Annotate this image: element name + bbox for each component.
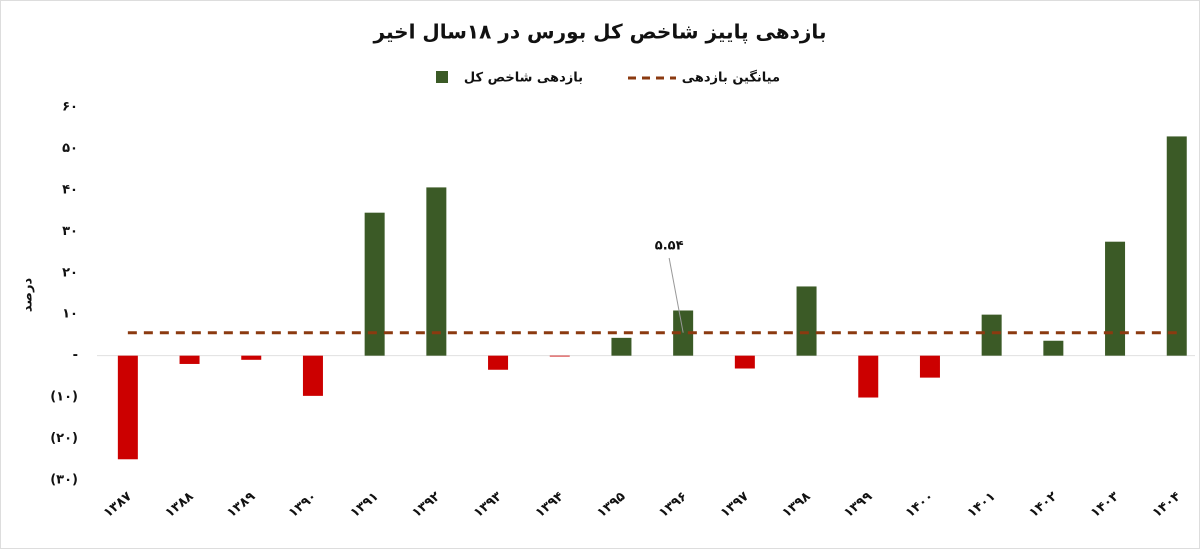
- bar: [981, 314, 1002, 356]
- y-axis-label: درصد: [21, 278, 36, 313]
- bar: [241, 355, 262, 360]
- bar: [919, 355, 940, 378]
- y-tick-label: ۱۰: [62, 307, 78, 322]
- y-tick-label: ۵۰: [62, 141, 78, 156]
- bar: [1043, 340, 1064, 356]
- bar: [858, 355, 879, 398]
- legend-label: میانگین بازدهی: [682, 70, 780, 86]
- bar: [488, 355, 509, 370]
- chart-title: بازدهی پاییز شاخص کل بورس در ۱۸سال اخیر: [373, 20, 827, 45]
- bar: [117, 355, 138, 460]
- bar: [734, 355, 755, 369]
- y-tick-label: -: [73, 348, 78, 363]
- bar: [364, 212, 385, 356]
- y-tick-label: (۱۰): [50, 390, 78, 405]
- bar: [426, 187, 447, 356]
- bar: [796, 286, 817, 356]
- annotation-leader: [668, 257, 684, 333]
- y-tick-label: ۴۰: [62, 182, 78, 197]
- bar: [673, 310, 694, 356]
- bar: [1105, 241, 1126, 356]
- legend-swatch: [436, 71, 448, 83]
- y-tick-label: (۲۰): [50, 431, 78, 446]
- y-tick-label: ۲۰: [62, 265, 78, 280]
- bar: [549, 355, 570, 357]
- bar: [611, 337, 632, 356]
- bar: [1166, 136, 1187, 356]
- y-tick-label: ۶۰: [62, 100, 78, 115]
- bar: [179, 355, 200, 364]
- average-label: ۵.۵۴: [655, 239, 684, 254]
- legend-label: بازدهی شاخص کل: [464, 71, 583, 86]
- y-tick-label: ۳۰: [62, 224, 78, 239]
- bar: [302, 355, 323, 396]
- y-tick-label: (۳۰): [50, 473, 78, 488]
